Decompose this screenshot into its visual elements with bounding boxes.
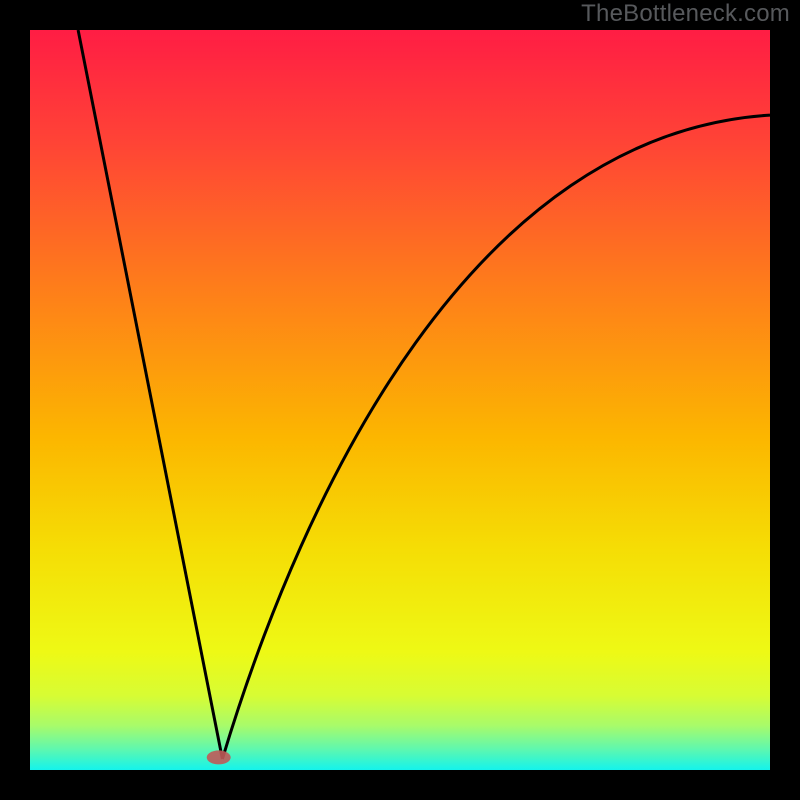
bottleneck-chart bbox=[0, 0, 800, 800]
chart-frame: TheBottleneck.com bbox=[0, 0, 800, 800]
watermark-text: TheBottleneck.com bbox=[581, 0, 790, 28]
optimal-point-marker bbox=[207, 750, 231, 764]
plot-background bbox=[30, 30, 770, 770]
